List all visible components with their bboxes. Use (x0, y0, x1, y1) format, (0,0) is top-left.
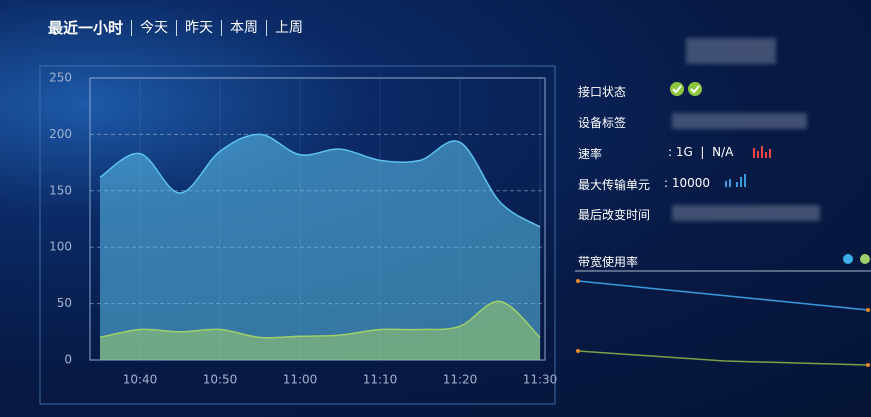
chart: 0 50 100 150 200 250 10:40 10:50 11:00 11:10 11:20… (39, 65, 558, 405)
rate-value: : 1G | N/A (668, 145, 734, 159)
label: 设备标签 (578, 116, 627, 130)
x-tick-label: 11:30 (523, 373, 558, 387)
y-tick-label: 50 (57, 296, 72, 310)
mtu-value: : 10000 (664, 176, 711, 190)
y-tick-label: 0 (64, 353, 72, 367)
label: 最大传输单元 (578, 178, 651, 192)
rate-icon (753, 146, 771, 158)
label: 速率 (578, 147, 603, 161)
area (100, 134, 540, 360)
status-icons (668, 80, 708, 101)
y-tick-label: 200 (49, 127, 72, 141)
area (100, 301, 540, 360)
blurred-text (672, 205, 820, 221)
mtu-icon (725, 174, 746, 187)
tab[interactable]: 今天 (131, 20, 176, 36)
label: 最后改变时间 (578, 208, 651, 222)
time-tabs: 最近一小时 今天 昨天 本周 上周 (48, 20, 311, 36)
tab[interactable]: 上周 (266, 20, 311, 36)
status-icons (670, 82, 702, 96)
tab[interactable]: 最近一小时 (48, 19, 124, 37)
y-tick-label: 150 (49, 183, 72, 197)
line (99, 133, 541, 228)
blurred-text (672, 113, 807, 129)
x-tick-label: 11:10 (363, 373, 398, 387)
label: 接口状态 (578, 85, 627, 99)
section-title: 带宽使用率 (578, 255, 639, 269)
y-tick-label: 100 (49, 240, 72, 254)
tab[interactable]: 本周 (221, 20, 266, 36)
x-tick-label: 10:40 (123, 373, 158, 387)
y-tick-label: 250 (49, 71, 72, 85)
line (99, 300, 541, 339)
bandwidth-chart (575, 254, 871, 367)
x-tick-label: 10:50 (203, 373, 238, 387)
chart-frame (39, 65, 556, 405)
tab[interactable]: 昨天 (176, 20, 221, 36)
blurred-text (686, 38, 776, 64)
x-tick-label: 11:20 (443, 373, 478, 387)
x-tick-label: 11:00 (283, 373, 318, 387)
